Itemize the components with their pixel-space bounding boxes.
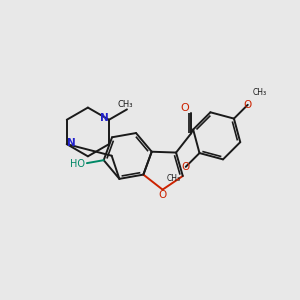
Text: O: O: [180, 103, 189, 113]
Text: O: O: [244, 100, 252, 110]
Text: N: N: [67, 138, 76, 148]
Text: CH₃: CH₃: [167, 174, 181, 183]
Text: O: O: [159, 190, 167, 200]
Text: N: N: [100, 113, 109, 123]
Text: CH₃: CH₃: [118, 100, 133, 109]
Text: HO: HO: [70, 159, 85, 169]
Text: CH₃: CH₃: [253, 88, 267, 97]
Text: O: O: [182, 162, 190, 172]
